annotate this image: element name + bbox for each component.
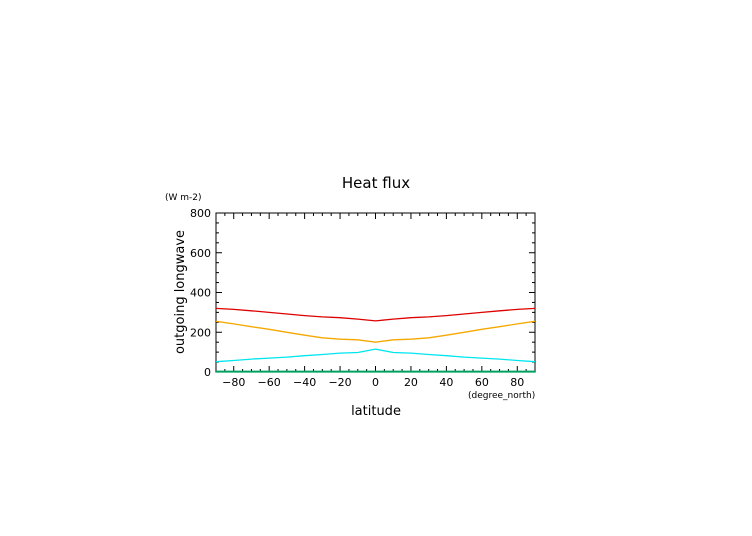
x-tick-label: 40 [439, 376, 453, 389]
x-tick-label: −60 [258, 376, 281, 389]
x-axis-label: latitude [351, 404, 401, 419]
y-units-label: (W m-2) [165, 193, 202, 203]
y-axis-label: outgoing longwave [173, 230, 188, 354]
plot-frame [215, 212, 536, 373]
x-tick-label: 0 [372, 376, 379, 389]
x-units-label: (degree_north) [468, 391, 535, 401]
y-tick-label: 600 [190, 247, 211, 260]
x-tick-label: −20 [328, 376, 351, 389]
y-tick-label: 0 [204, 366, 211, 379]
y-tick-label: 800 [190, 207, 211, 220]
x-tick-label: 20 [404, 376, 418, 389]
series-line-1 [215, 307, 536, 322]
x-tick-label: −40 [293, 376, 316, 389]
chart-title: Heat flux [342, 174, 410, 192]
x-tick-label: 80 [510, 376, 524, 389]
y-tick-label: 200 [190, 326, 211, 339]
x-tick-label: 60 [475, 376, 489, 389]
series-line-2 [215, 320, 536, 343]
x-tick-label: −80 [222, 376, 245, 389]
series-line-3 [215, 348, 536, 363]
series-layer [215, 307, 536, 373]
y-tick-label: 400 [190, 287, 211, 300]
